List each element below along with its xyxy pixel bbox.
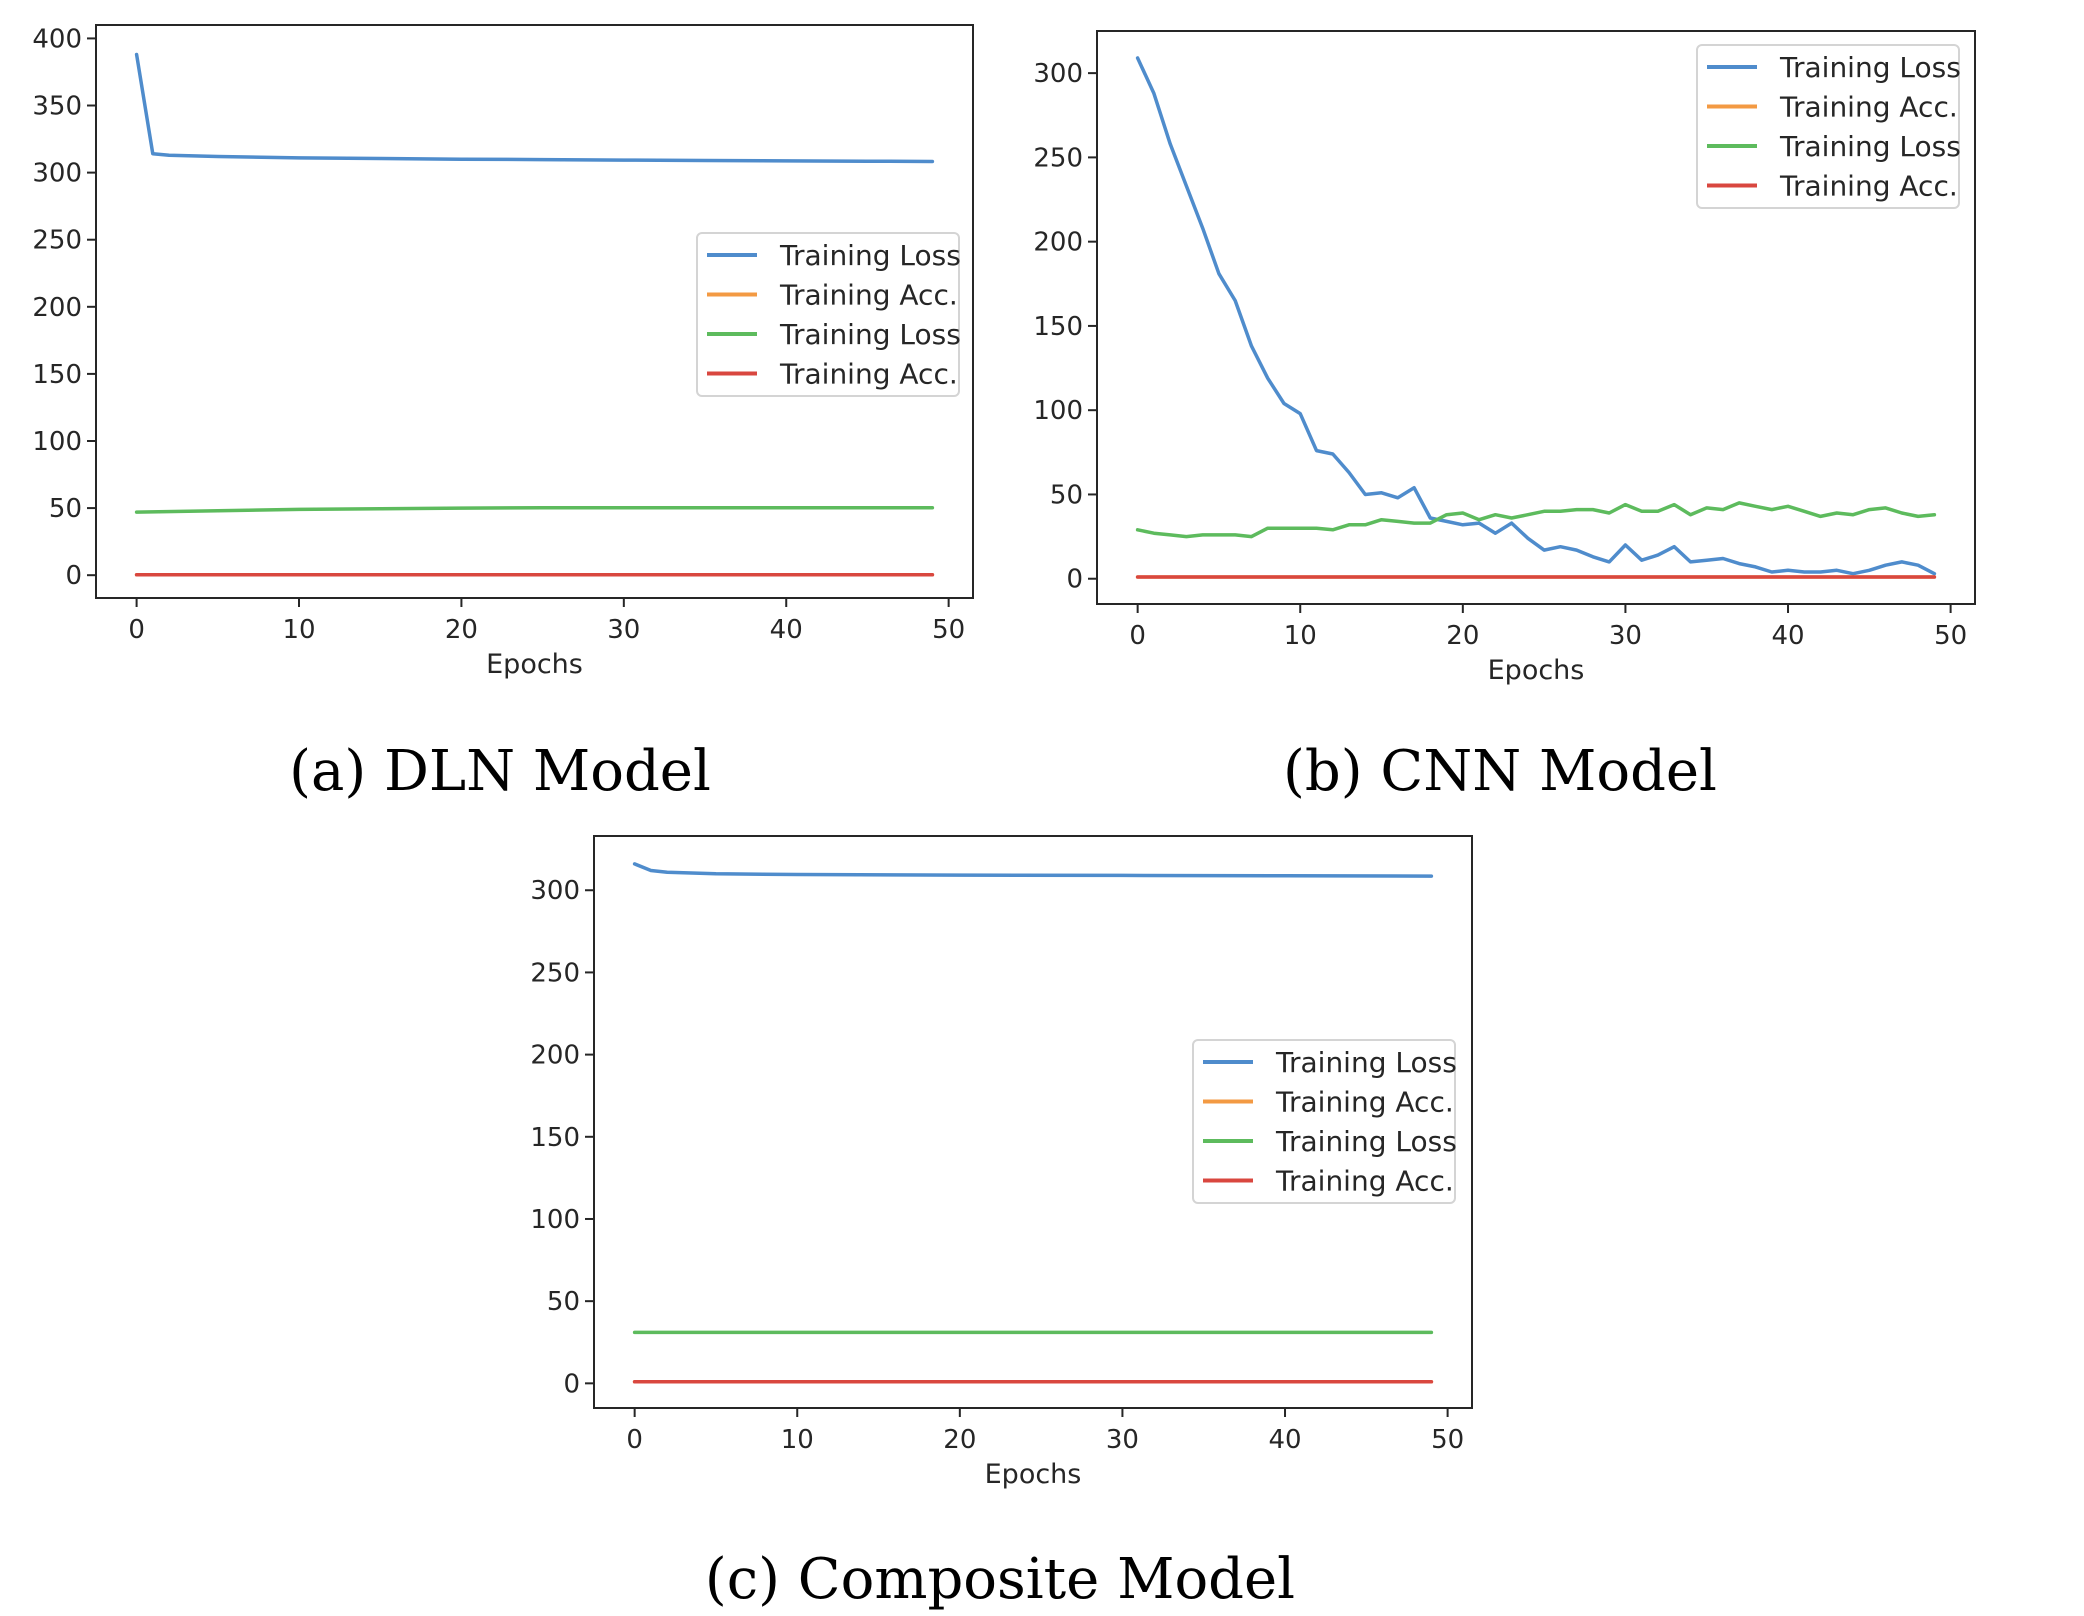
y-tick-label: 150 <box>530 1123 580 1153</box>
y-tick-label: 100 <box>530 1205 580 1235</box>
y-tick-label: 50 <box>547 1287 580 1317</box>
y-tick-label: 400 <box>32 24 82 54</box>
legend-entry-label: Training Acc. <box>1779 91 1958 124</box>
legend-entry-label: Training Acc. <box>779 279 958 312</box>
legend-entry-label: Training Loss <box>1779 51 1961 84</box>
x-tick-label: 20 <box>943 1425 976 1455</box>
y-tick-label: 0 <box>563 1369 580 1399</box>
legend-entry-label: Training Loss <box>1275 1125 1457 1158</box>
x-tick-label: 0 <box>128 615 145 645</box>
y-tick-label: 0 <box>65 561 82 591</box>
y-tick-label: 100 <box>1033 396 1083 426</box>
x-tick-label: 50 <box>932 615 965 645</box>
x-axis-label: Epochs <box>1488 655 1585 686</box>
series-line-green <box>1135 501 1937 539</box>
legend-entry-label: Training Acc. <box>1275 1086 1454 1119</box>
plot-frame <box>1096 30 1976 605</box>
y-tick-label: 0 <box>1066 565 1083 595</box>
legend-box <box>1192 1039 1456 1204</box>
series-line-blue <box>1135 56 1937 576</box>
x-tick-label: 10 <box>282 615 315 645</box>
x-tick-label: 30 <box>1609 621 1642 651</box>
x-tick-label: 10 <box>781 1425 814 1455</box>
x-tick-label: 0 <box>1129 621 1146 651</box>
x-tick-label: 0 <box>626 1425 643 1455</box>
legend-entry-label: Training Loss <box>1275 1046 1457 1079</box>
y-tick-label: 150 <box>32 360 82 390</box>
x-tick-label: 20 <box>1446 621 1479 651</box>
y-tick-label: 250 <box>1033 143 1083 173</box>
y-tick-label: 100 <box>32 427 82 457</box>
x-axis-label: Epochs <box>985 1459 1082 1490</box>
x-tick-label: 40 <box>770 615 803 645</box>
x-tick-label: 40 <box>1771 621 1804 651</box>
series-line-blue <box>632 862 1434 878</box>
chart-composite-model: 0 50 100 150 200 250 300 0 10 20 30 40 50 Epochs Train… <box>530 835 1473 1490</box>
y-tick-label: 200 <box>32 293 82 323</box>
caption-composite-model: (c) Composite Model <box>705 1547 1295 1612</box>
y-tick-label: 200 <box>1033 228 1083 258</box>
legend-entry-label: Training Acc. <box>1275 1165 1454 1198</box>
legend-entry-label: Training Loss <box>779 239 961 272</box>
x-tick-label: 20 <box>445 615 478 645</box>
y-tick-label: 200 <box>530 1041 580 1071</box>
caption-cnn-model: (b) CNN Model <box>1283 739 1717 804</box>
y-tick-label: 300 <box>1033 59 1083 89</box>
y-tick-label: 150 <box>1033 312 1083 342</box>
y-tick-label: 300 <box>32 159 82 189</box>
x-tick-label: 30 <box>1106 1425 1139 1455</box>
legend-entry-label: Training Loss <box>1779 130 1961 163</box>
plot-frame <box>95 24 974 599</box>
x-tick-label: 50 <box>1431 1425 1464 1455</box>
y-tick-label: 50 <box>1050 480 1083 510</box>
legend-entry-label: Training Acc. <box>1779 170 1958 203</box>
x-tick-label: 30 <box>607 615 640 645</box>
x-tick-label: 50 <box>1934 621 1967 651</box>
chart-dln-model: 0 50 100 150 200 250 300 350 400 0 10 20 30 40 50 Epoch… <box>32 24 974 680</box>
x-axis-label: Epochs <box>486 649 583 680</box>
x-tick-label: 40 <box>1268 1425 1301 1455</box>
x-tick-label: 10 <box>1284 621 1317 651</box>
y-tick-label: 250 <box>530 958 580 988</box>
legend-box <box>1696 44 1960 209</box>
series-line-green <box>134 505 935 514</box>
chart-cnn-model: 0 50 100 150 200 250 300 0 10 20 30 40 50 Epochs Train… <box>1033 30 1976 686</box>
y-tick-label: 250 <box>32 226 82 256</box>
legend-box <box>696 232 960 397</box>
series-line-blue <box>134 52 935 164</box>
y-tick-label: 350 <box>32 92 82 122</box>
y-tick-label: 300 <box>530 876 580 906</box>
legend-entry-label: Training Loss <box>779 318 961 351</box>
caption-dln-model: (a) DLN Model <box>289 739 711 804</box>
plot-frame <box>593 835 1473 1409</box>
y-tick-label: 50 <box>49 494 82 524</box>
legend-entry-label: Training Acc. <box>779 358 958 391</box>
